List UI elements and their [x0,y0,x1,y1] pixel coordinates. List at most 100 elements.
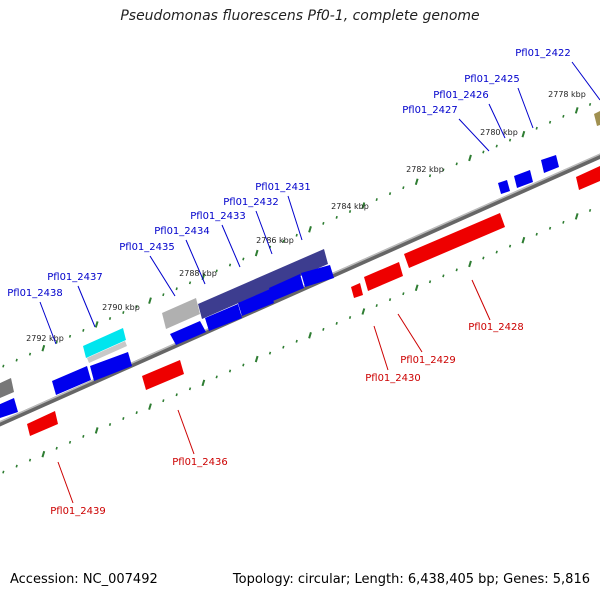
tick-mark [68,334,72,338]
scale-label: 2792 kbp [26,334,64,343]
tick-mark [162,293,165,297]
gene-label-pfl01_2433[interactable]: Pfl01_2433 [190,211,246,222]
tick-mark [215,375,218,379]
gene-label-pfl01_2430[interactable]: Pfl01_2430 [365,373,421,384]
tick-mark [322,327,325,331]
feature-rrna [198,249,328,319]
tick-mark [295,339,298,343]
gene-label-pfl01_2439[interactable]: Pfl01_2439 [50,506,106,517]
tick-mark [588,102,592,106]
gene-labels: Pfl01_2422 Pfl01_2425 Pfl01_2426 Pfl01_2427… [7,48,600,517]
tick-mark [55,340,58,344]
tick-mark [282,345,285,349]
tick-mark [268,351,272,355]
gene-arrow [0,398,18,418]
gene-leader-line [571,61,600,101]
tick-mark [254,249,259,257]
scale-label: 2778 kbp [548,90,586,99]
gene-leader-line [39,301,57,345]
tick-mark [535,232,538,236]
gene-arrow [498,180,510,194]
tick-mark [335,215,338,219]
tick-mark [468,154,472,162]
gene-label-pfl01_2425[interactable]: Pfl01_2425 [464,74,520,85]
tick-mark [455,162,458,166]
gene-arrow [238,289,274,316]
tick-mark [175,287,178,291]
accession-text: Accession: NC_007492 [10,572,158,587]
tick-mark [242,257,245,261]
tick-mark [135,411,138,415]
tick-mark [482,256,485,260]
gene-label-pfl01_2437[interactable]: Pfl01_2437 [47,272,103,283]
tick-mark [254,355,259,363]
gene-label-pfl01_2436[interactable]: Pfl01_2436 [172,457,228,468]
feature-gray [0,378,14,398]
gene-arrow [351,283,363,298]
tick-mark [108,423,112,426]
tick-mark [41,344,46,352]
tick-mark [442,168,445,172]
gene-arrow [90,352,132,381]
tick-mark [2,470,5,474]
tick-mark [148,403,152,410]
tick-mark [188,387,192,391]
feature-olive [594,111,600,126]
gene-arrow [170,321,206,345]
tick-mark [41,450,46,458]
tick-mark [148,297,152,304]
tick-mark [562,220,565,224]
gene-leader-line [373,325,389,371]
tick-mark [495,250,498,254]
tick-mark [388,192,392,196]
gene-label-pfl01_2434[interactable]: Pfl01_2434 [154,226,210,237]
gene-label-pfl01_2429[interactable]: Pfl01_2429 [400,355,456,366]
gene-leader-line [57,461,74,504]
scale-label: 2784 kbp [331,202,369,211]
gene-arrow [514,170,533,188]
scale-label: 2788 kbp [179,269,217,278]
tick-mark [201,379,206,387]
tick-mark [282,239,285,243]
tick-mark [82,328,85,332]
tick-mark [375,198,378,202]
tick-mark [82,434,85,438]
tick-mark [361,202,366,209]
tick-mark [388,298,392,302]
gene-leader-line [77,285,96,328]
gene-label-pfl01_2438[interactable]: Pfl01_2438 [7,288,63,299]
gene-leader-line [397,313,423,353]
tick-mark [15,358,18,362]
tick-mark [574,107,579,114]
tick-mark [175,393,178,397]
tick-mark [68,440,72,444]
tick-mark [508,138,512,142]
gene-label-pfl01_2431[interactable]: Pfl01_2431 [255,182,311,193]
gene-leader-line [488,103,506,139]
gene-label-pfl01_2428[interactable]: Pfl01_2428 [468,322,524,333]
feature-trna [83,328,126,358]
scale-label: 2786 kbp [256,236,294,245]
gene-label-pfl01_2435[interactable]: Pfl01_2435 [119,242,175,253]
gene-leader-line [471,279,491,321]
tick-mark [428,174,432,178]
tick-mark [28,352,32,356]
gene-label-pfl01_2432[interactable]: Pfl01_2432 [223,197,279,208]
genome-summary-text: Topology: circular; Length: 6,438,405 bp… [232,572,590,587]
gene-label-pfl01_2427[interactable]: Pfl01_2427 [402,105,458,116]
tick-mark [468,260,472,268]
tick-mark [402,186,405,190]
gene-arrow [142,360,184,390]
tick-mark [308,226,312,233]
gene-label-pfl01_2426[interactable]: Pfl01_2426 [433,90,489,101]
gene-leader-line [255,210,273,255]
scale-label: 2790 kbp [102,303,140,312]
forward-gene-arrows [0,155,559,418]
gene-leader-line [287,195,303,241]
tick-mark [482,150,485,154]
tick-mark [414,178,419,186]
tick-mark [428,280,432,284]
tick-mark [548,120,552,124]
gene-label-pfl01_2422[interactable]: Pfl01_2422 [515,48,571,59]
